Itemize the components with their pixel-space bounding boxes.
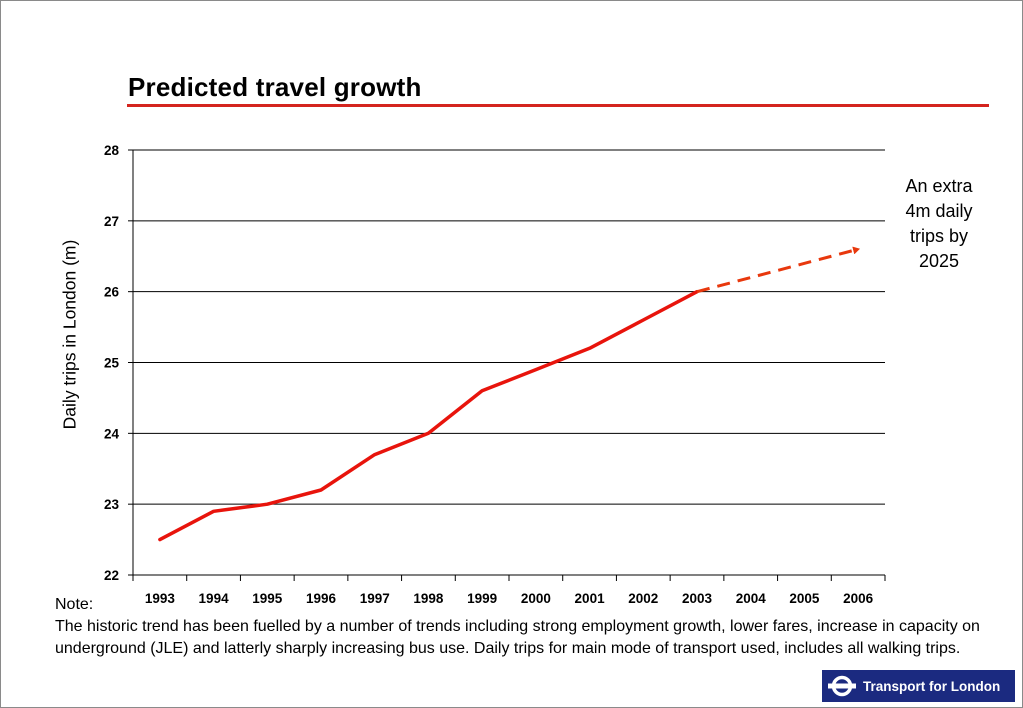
y-tick-label: 24 <box>104 426 120 441</box>
x-tick-label: 2002 <box>628 591 658 606</box>
x-tick-label: 2003 <box>682 591 713 606</box>
page-title: Predicted travel growth <box>128 72 422 102</box>
growth-annotation: An extra 4m daily trips by 2025 <box>893 174 985 274</box>
y-tick-label: 23 <box>104 497 120 512</box>
y-tick-label: 27 <box>104 214 119 229</box>
title-underline <box>127 104 989 107</box>
logo-text: Transport for London <box>863 678 1001 694</box>
projected-trend-line <box>696 246 861 294</box>
tfl-logo: Transport for London <box>822 670 1015 702</box>
y-tick-label: 25 <box>104 356 120 371</box>
historic-trend-line <box>158 289 699 542</box>
annotation-line: 2025 <box>918 251 960 271</box>
series-lines <box>158 246 861 542</box>
y-tick-labels: 22 23 24 25 26 27 28 <box>104 143 120 583</box>
x-tick-label: 1999 <box>467 591 497 606</box>
gridlines <box>133 149 885 505</box>
y-tick-label: 28 <box>104 143 120 158</box>
x-tick-label: 1994 <box>199 591 230 606</box>
x-tick-labels: 1993 1994 1995 1996 1997 1998 1999 2000 2001 2002… <box>145 591 874 606</box>
x-tick-label: 2001 <box>575 591 606 606</box>
annotation-line: trips by <box>909 226 969 246</box>
x-tick-label: 1993 <box>145 591 176 606</box>
y-tick-label: 22 <box>104 568 119 583</box>
note-text: The historic trend has been fuelled by a… <box>55 618 980 657</box>
x-tick-label: 1998 <box>413 591 444 606</box>
x-tick-label: 1996 <box>306 591 337 606</box>
y-tick-label: 26 <box>104 285 120 300</box>
annotation-line: 4m daily <box>905 201 973 221</box>
x-tick-label: 1995 <box>252 591 283 606</box>
x-tick-label: 2004 <box>736 591 767 606</box>
x-tick-label: 2005 <box>789 591 820 606</box>
x-tick-label: 1997 <box>360 591 390 606</box>
x-tick-label: 2006 <box>843 591 874 606</box>
roundel-icon <box>827 675 857 697</box>
footnote: Note: The historic trend has been fuelle… <box>55 594 1005 660</box>
annotation-line: An extra <box>905 176 973 196</box>
axes <box>128 149 886 581</box>
x-tick-label: 2000 <box>521 591 551 606</box>
note-label: Note: <box>55 596 94 613</box>
